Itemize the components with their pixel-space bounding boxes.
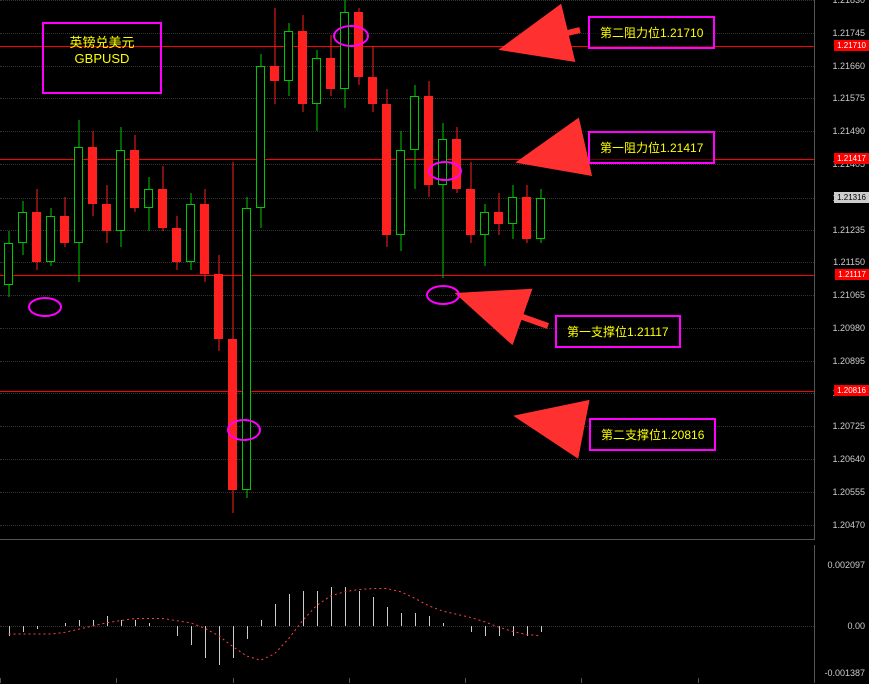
forex-chart: 1.218301.217451.216601.215751.214901.214… — [0, 0, 869, 684]
time-axis-tick — [465, 678, 466, 683]
ellipse-marker[interactable] — [426, 285, 460, 305]
ellipse-marker[interactable] — [333, 25, 369, 47]
time-axis-tick — [698, 678, 699, 683]
time-axis-tick — [0, 678, 1, 683]
time-axis-tick — [116, 678, 117, 683]
ellipse-marker[interactable] — [28, 297, 62, 317]
time-axis-tick — [349, 678, 350, 683]
time-axis-tick — [814, 678, 815, 683]
arrow-annotation — [0, 0, 869, 684]
ellipse-marker[interactable] — [428, 161, 462, 181]
ellipse-marker[interactable] — [227, 419, 261, 441]
time-axis-tick — [233, 678, 234, 683]
time-axis-tick — [581, 678, 582, 683]
